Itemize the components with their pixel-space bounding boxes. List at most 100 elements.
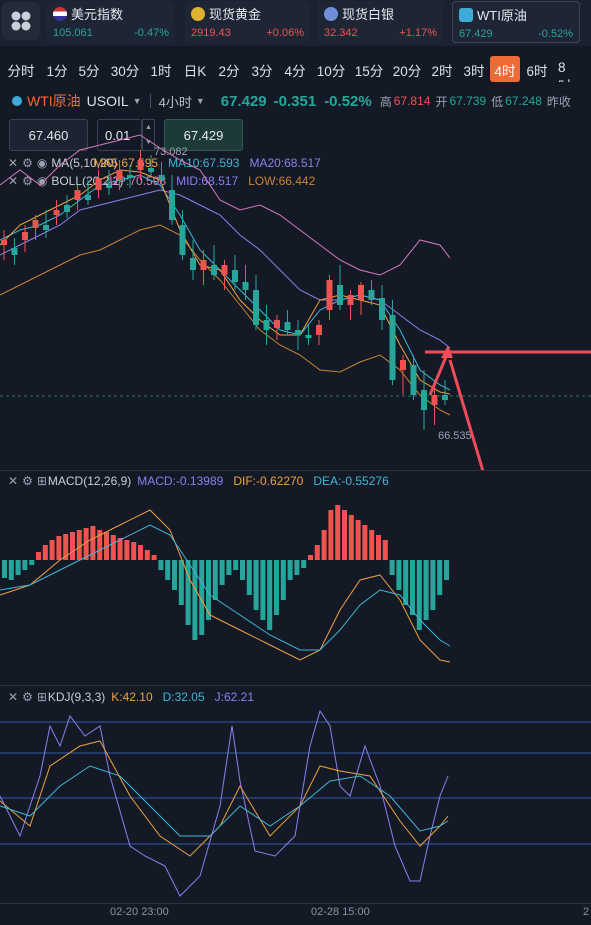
macd-histogram-bar [56, 536, 62, 560]
ma20-value: MA20:68.517 [249, 156, 321, 170]
eye-icon[interactable]: ◉ [36, 156, 48, 170]
tab-timeframe[interactable]: 分时 [7, 64, 35, 79]
ask-price-box[interactable]: 67.429 [164, 119, 243, 151]
stepper-up-icon[interactable]: ▲ [145, 124, 152, 131]
divider [0, 685, 591, 686]
macd-histogram-bar [70, 532, 75, 560]
kdj-label: KDJ(9,3,3) [47, 690, 106, 704]
us-flag-icon [53, 6, 67, 21]
settings-icon[interactable]: ⚙ [22, 156, 33, 170]
symbol-name[interactable]: WTI原油 [27, 93, 81, 109]
grid-menu-icon [11, 11, 31, 31]
macd-histogram-bar [199, 560, 205, 635]
candle [53, 210, 60, 215]
boll-legend: ✕ ⚙ ◉ BOLL(20,2,2) UP:70.593 MID:68.517 … [8, 174, 315, 188]
period-select[interactable]: 4小时 [158, 94, 192, 110]
tab-timeframe[interactable]: 2时 [431, 64, 453, 79]
close-icon[interactable]: ✕ [8, 474, 19, 488]
tab-timeframe[interactable]: 日K [183, 64, 207, 79]
settings-icon[interactable]: ⚙ [22, 690, 33, 704]
ticker-card-wti[interactable]: WTI原油 67.429 -0.52% [452, 1, 580, 43]
macd-histogram-bar [165, 560, 171, 580]
ticker-card-gold[interactable]: 现货黄金 2919.43 +0.06% [185, 1, 310, 43]
open-label: 开 [435, 94, 448, 109]
drawn-down-arrow [448, 359, 485, 470]
macd-histogram-bar [274, 560, 279, 615]
macd-chart[interactable] [0, 470, 591, 685]
ticker-change: +0.06% [266, 27, 304, 39]
menu-button[interactable] [2, 2, 40, 40]
dea-line [0, 524, 451, 651]
macd-histogram-bar [342, 510, 347, 560]
macd-histogram-bar [410, 560, 415, 615]
candle [74, 190, 81, 200]
tab-timeframe[interactable]: 30分 [110, 64, 140, 79]
close-icon[interactable]: ✕ [8, 174, 19, 188]
eye-icon[interactable]: ◉ [36, 174, 48, 188]
low-mark-label: 66.535 [438, 430, 472, 442]
tab-timeframe[interactable]: 3时 [463, 64, 485, 79]
tab-timeframe[interactable]: 15分 [354, 64, 384, 79]
tab-timeframe[interactable]: 1时 [150, 64, 172, 79]
macd-histogram-bar [83, 528, 89, 560]
candle [305, 335, 312, 338]
tab-timeframe-active[interactable]: 4时 [490, 56, 520, 82]
expand-icon[interactable]: ⊞ [36, 474, 47, 488]
candle [253, 290, 259, 325]
close-icon[interactable]: ✕ [8, 156, 19, 170]
macd-histogram-bar [362, 525, 368, 560]
settings-icon[interactable]: ⚙ [22, 474, 33, 488]
ticker-card-silver[interactable]: 现货白银 32.342 +1.17% [318, 1, 443, 43]
candlestick-chart[interactable] [0, 0, 591, 470]
tab-timeframe[interactable]: 20分 [392, 64, 422, 79]
tab-timeframe[interactable]: 3分 [251, 64, 273, 79]
symbol-code[interactable]: USOIL [86, 93, 129, 109]
macd-histogram-bar [144, 550, 150, 560]
stepper-down-icon[interactable]: ▼ [145, 139, 152, 146]
macd-histogram-bar [226, 560, 232, 575]
candle [400, 360, 406, 370]
candle [410, 365, 417, 395]
macd-histogram-bar [430, 560, 436, 610]
quantity-input[interactable]: 0.01 [97, 119, 142, 151]
candle [316, 325, 322, 335]
macd-histogram-bar [389, 560, 395, 575]
ticker-price: 105.061 [53, 27, 93, 39]
tab-timeframe[interactable]: 5分 [78, 64, 100, 79]
tab-timeframe[interactable]: 2分 [218, 64, 240, 79]
bid-price-box[interactable]: 67.460 [9, 119, 88, 151]
macd-label: MACD(12,26,9) [47, 474, 132, 488]
candle [431, 395, 438, 405]
macd-histogram-bar [63, 534, 69, 560]
macd-histogram-bar [382, 540, 388, 560]
high-label: 高 [379, 94, 392, 109]
tab-timeframe[interactable]: 4分 [284, 64, 306, 79]
macd-histogram-bar [376, 535, 381, 560]
quantity-stepper[interactable]: ▲ ▼ [142, 119, 155, 151]
ticker-card-dxy[interactable]: 美元指数 105.061 -0.47% [47, 1, 175, 43]
macd-histogram-bar [403, 560, 409, 605]
dea-value: DEA:-0.55276 [313, 474, 389, 488]
tab-timeframe[interactable]: 8时 [558, 60, 571, 82]
silver-icon [324, 6, 338, 21]
tab-timeframe[interactable]: 6时 [526, 64, 548, 79]
tab-timeframe[interactable]: 10分 [316, 64, 346, 79]
expand-icon[interactable]: ⊞ [36, 690, 47, 704]
j-line [0, 709, 449, 897]
ticker-price: 32.342 [324, 27, 358, 39]
macd-histogram-bar [2, 560, 7, 578]
close-icon[interactable]: ✕ [8, 690, 19, 704]
ticker-name: WTI原油 [477, 8, 527, 23]
tab-timeframe[interactable]: 1分 [46, 64, 68, 79]
boll-lower-line [0, 224, 451, 416]
macd-histogram-bar [240, 560, 245, 580]
macd-histogram-bar [124, 540, 130, 560]
settings-icon[interactable]: ⚙ [22, 174, 33, 188]
k-value: K:42.10 [111, 690, 153, 704]
price-change: -0.351 [273, 92, 317, 110]
macd-histogram-bar [233, 560, 239, 570]
macd-histogram-bar [36, 552, 41, 560]
kdj-chart[interactable] [0, 686, 591, 901]
chevron-down-icon[interactable]: ▼ [132, 96, 142, 106]
chevron-down-icon[interactable]: ▼ [195, 96, 205, 106]
